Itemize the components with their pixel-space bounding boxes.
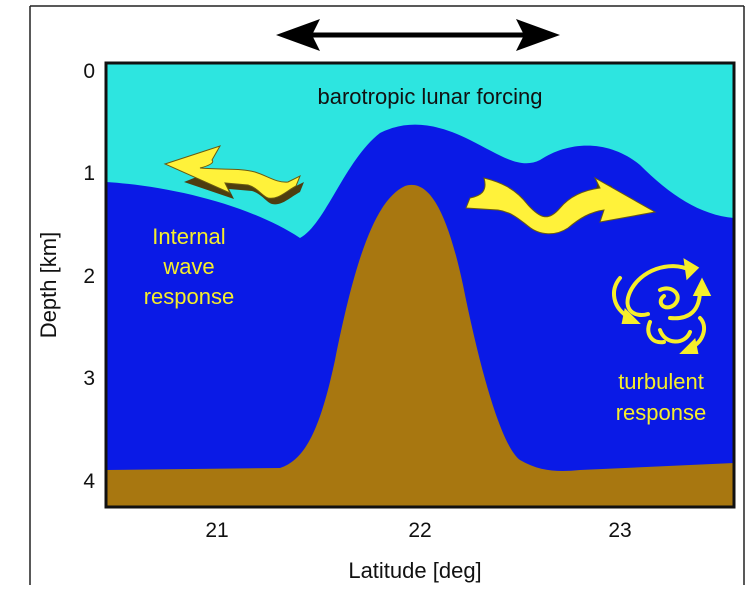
internal-wave-label-line2: wave xyxy=(162,254,214,279)
plot-border xyxy=(104,61,736,509)
x-tick-labels: 21 22 23 xyxy=(205,519,631,542)
seafloor-seamount xyxy=(106,184,734,508)
x-axis-title: Latitude [deg] xyxy=(348,558,481,583)
turbulent-label: turbulent response xyxy=(616,369,707,425)
internal-wave-label-line3: response xyxy=(144,284,235,309)
y-tick-0: 0 xyxy=(83,60,95,83)
y-axis-title: Depth [km] xyxy=(36,232,61,338)
swirl-eddies-icon xyxy=(612,258,712,354)
forcing-label: barotropic lunar forcing xyxy=(317,84,542,109)
x-tick-23: 23 xyxy=(608,519,631,542)
turbulent-label-line2: response xyxy=(616,400,707,425)
double-headed-arrow-icon xyxy=(276,19,560,51)
y-tick-2: 2 xyxy=(83,265,95,288)
y-tick-1: 1 xyxy=(83,162,95,185)
x-tick-22: 22 xyxy=(408,519,431,542)
wavy-arrow-right-icon xyxy=(465,176,657,235)
wavy-arrow-left-icon xyxy=(163,145,304,205)
turbulent-label-line1: turbulent xyxy=(618,369,704,394)
internal-wave-label: Internal wave response xyxy=(144,224,235,309)
y-tick-labels: 0 1 2 3 4 xyxy=(83,60,95,493)
internal-wave-label-line1: Internal xyxy=(152,224,225,249)
x-tick-21: 21 xyxy=(205,519,228,542)
y-tick-4: 4 xyxy=(83,470,95,493)
y-tick-3: 3 xyxy=(83,367,95,390)
